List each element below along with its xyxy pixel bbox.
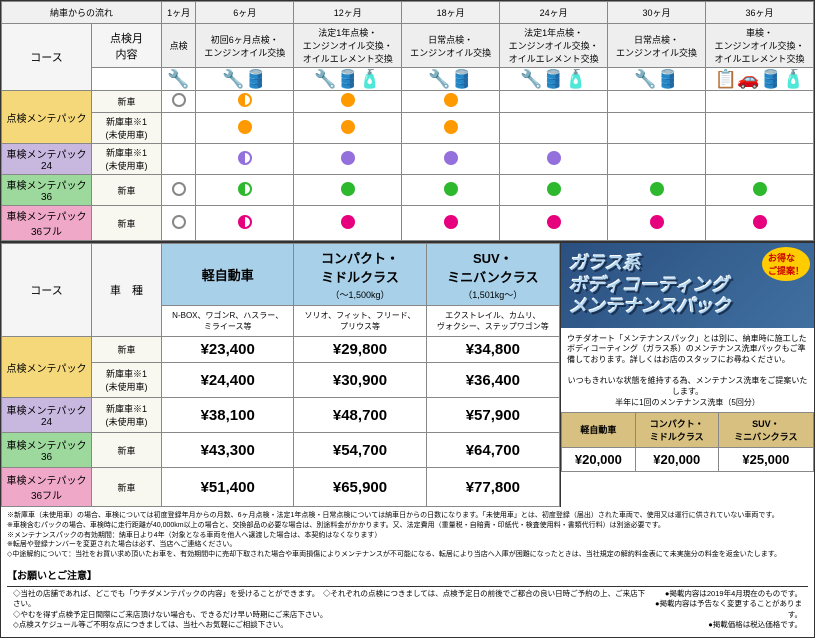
service-icon: 🔧🛢️	[402, 68, 500, 91]
status-dot	[650, 182, 664, 196]
flow-label: 納車からの流れ	[2, 2, 162, 24]
status-dot	[341, 93, 355, 107]
status-dot	[753, 215, 767, 229]
status-dot	[547, 151, 561, 165]
service-icon: 📋🚗🛢️🧴	[706, 68, 814, 91]
price-cell: ¥24,400	[162, 363, 294, 398]
price-section: コース 車 種 軽自動車 コンパクト・ ミドルクラス（〜1,500kg） SUV…	[1, 243, 561, 507]
price-plan: 車検メンテパック36フル	[2, 468, 92, 507]
price-cell: ¥57,900	[426, 398, 559, 433]
price-cell: ¥30,900	[294, 363, 426, 398]
status-dot	[238, 151, 252, 165]
promo-section: お得な ご提案！ ガラス系 ボディコーティング メンテナンスパック ウチダオート…	[561, 243, 814, 507]
status-dot	[547, 182, 561, 196]
service-icon: 🔧🛢️	[608, 68, 706, 91]
price-cell: ¥54,700	[294, 433, 426, 468]
price-cell: ¥29,800	[294, 337, 426, 363]
price-cell: ¥23,400	[162, 337, 294, 363]
price-sub: 新庫車※1 (未使用車)	[92, 398, 162, 433]
status-dot	[172, 215, 186, 229]
price-cell: ¥48,700	[294, 398, 426, 433]
notice-right: ●掲載内容は2019年4月現在のものです。 ●掲載内容は予告なく変更することがあ…	[646, 589, 802, 631]
service-icon: 🔧	[162, 68, 196, 91]
plan-name: 車検メンテパック36フル	[2, 206, 92, 241]
maintenance-pack-document: 納車からの流れ 1ヶ月 6ヶ月 12ヶ月 18ヶ月 24ヶ月 30ヶ月 36ヶ月…	[0, 0, 815, 638]
promo-banner: お得な ご提案！ ガラス系 ボディコーティング メンテナンスパック	[561, 243, 814, 328]
status-dot	[341, 215, 355, 229]
price-sub: 新車	[92, 337, 162, 363]
price-cell: ¥64,700	[426, 433, 559, 468]
status-dot	[238, 120, 252, 134]
plan-name: 点検メンテパック	[2, 91, 92, 144]
service-icon: 🔧🛢️	[196, 68, 294, 91]
status-dot	[238, 93, 252, 107]
status-dot	[547, 215, 561, 229]
price-cell: ¥77,800	[426, 468, 559, 507]
status-dot	[341, 182, 355, 196]
price-plan: 点検メンテパック	[2, 337, 92, 398]
price-cell: ¥36,400	[426, 363, 559, 398]
price-cell: ¥51,400	[162, 468, 294, 507]
status-dot	[753, 182, 767, 196]
service-icon: 🔧🛢️🧴	[294, 68, 402, 91]
status-dot	[172, 93, 186, 107]
status-dot	[341, 151, 355, 165]
status-dot	[444, 120, 458, 134]
service-icon: 🔧🛢️🧴	[500, 68, 608, 91]
price-plan: 車検メンテパック24	[2, 398, 92, 433]
promo-desc: ウチダオート「メンテナンスパック」とは別に、納車時に施工したボディコーティング（…	[561, 328, 814, 371]
status-dot	[172, 182, 186, 196]
price-cell: ¥65,900	[294, 468, 426, 507]
promo-badge: お得な ご提案！	[762, 247, 810, 281]
course-label: コース	[2, 24, 92, 91]
fine-print: ※新庫車（未使用車）の場合、車検については初度登録年月からの月数、6ヶ月点検・法…	[1, 507, 814, 564]
plan-name: 車検メンテパック24	[2, 144, 92, 175]
price-sub: 新車	[92, 468, 162, 507]
price-sub: 新庫車※1 (未使用車)	[92, 363, 162, 398]
price-cell: ¥43,300	[162, 433, 294, 468]
schedule-table: 納車からの流れ 1ヶ月 6ヶ月 12ヶ月 18ヶ月 24ヶ月 30ヶ月 36ヶ月…	[1, 1, 814, 241]
notice-header: 【お願いとご注意】	[7, 570, 808, 584]
price-plan: 車検メンテパック36	[2, 433, 92, 468]
status-dot	[650, 215, 664, 229]
price-cell: ¥38,100	[162, 398, 294, 433]
plan-sub: 新車	[92, 206, 162, 241]
notice-body: ◇当社の店舗であれば、どこでも「ウチダメンテパックの内容」を受けることができます…	[13, 589, 646, 631]
status-dot	[444, 93, 458, 107]
plan-sub: 新車	[92, 175, 162, 206]
plan-name: 車検メンテパック36	[2, 175, 92, 206]
status-dot	[238, 182, 252, 196]
status-dot	[444, 151, 458, 165]
plan-sub: 新庫車※1 (未使用車)	[92, 113, 162, 144]
status-dot	[444, 215, 458, 229]
price-sub: 新車	[92, 433, 162, 468]
status-dot	[238, 215, 252, 229]
plan-sub: 新庫車※1 (未使用車)	[92, 144, 162, 175]
promo-price-table: 軽自動車 コンパクト・ ミドルクラス SUV・ ミニバンクラス ¥20,000 …	[561, 412, 814, 472]
promo-note: いつもきれいな状態を維持する為、メンテナンス洗車をご提案いたします。 半年に1回…	[561, 371, 814, 412]
status-dot	[341, 120, 355, 134]
status-dot	[444, 182, 458, 196]
content-label: 点検月 内容	[92, 24, 162, 68]
price-cell: ¥34,800	[426, 337, 559, 363]
plan-sub: 新車	[92, 91, 162, 113]
